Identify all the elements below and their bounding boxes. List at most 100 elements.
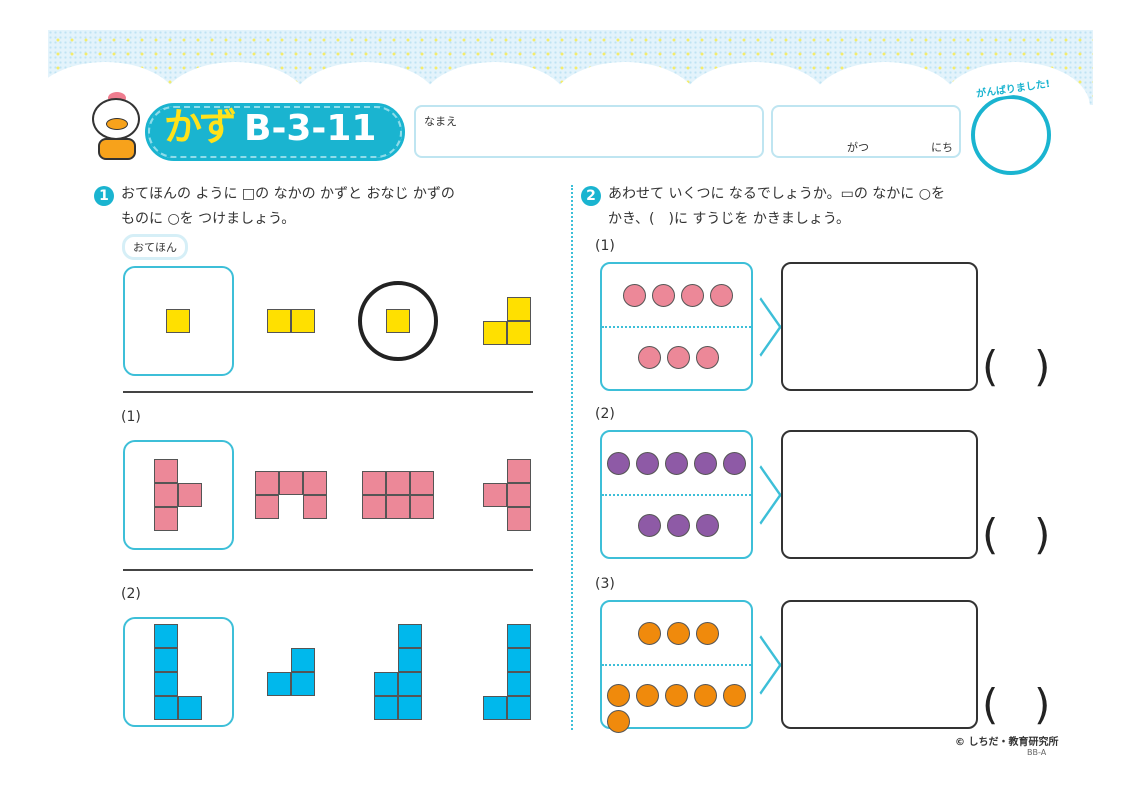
counter-dot — [607, 452, 630, 475]
shape-cell — [267, 672, 291, 696]
shape-cell — [410, 471, 434, 495]
month-label: がつ — [847, 141, 869, 154]
shape-cell — [303, 471, 327, 495]
divider — [123, 391, 533, 393]
shape-cell — [267, 309, 291, 333]
counter-dot — [695, 622, 719, 645]
shape-cell — [374, 696, 398, 720]
shape-cell — [154, 696, 178, 720]
shape-cell — [362, 471, 386, 495]
shape-cell — [279, 471, 303, 495]
name-label: なまえ — [424, 115, 457, 128]
counter-dot — [652, 284, 675, 307]
item-label: (3) — [595, 576, 615, 592]
example-label: おてほん — [122, 234, 188, 260]
paren-close: ) — [1034, 510, 1051, 559]
name-field[interactable]: なまえ — [414, 105, 764, 158]
duck-mascot — [88, 92, 148, 172]
shape-cell — [154, 624, 178, 648]
counter-dot — [694, 684, 717, 707]
shape-cell — [362, 495, 386, 519]
question-2-line1: あわせて いくつに なるでしょうか。▭の なかに ○を — [608, 186, 945, 202]
shape-cell — [154, 648, 178, 672]
shape-cell — [386, 471, 410, 495]
title-subject: かず — [164, 105, 237, 149]
shape-cell — [154, 459, 178, 483]
title-banner — [145, 103, 405, 161]
dot-box-divider — [602, 664, 751, 666]
item-label: (1) — [595, 238, 615, 254]
number-answer-field[interactable] — [1003, 520, 1031, 556]
counter-dot — [666, 622, 690, 645]
shape-cell — [507, 297, 531, 321]
dot-box — [600, 262, 753, 391]
shape-cell — [154, 672, 178, 696]
shape-cell — [374, 672, 398, 696]
shape-cell — [386, 495, 410, 519]
shape-cell — [398, 696, 422, 720]
answer-circle — [358, 281, 438, 361]
counter-dot — [637, 514, 661, 537]
counter-dot — [637, 622, 661, 645]
counter-dot — [723, 684, 746, 707]
shape-cell — [507, 321, 531, 345]
column-divider — [571, 185, 573, 730]
counter-dot — [665, 684, 688, 707]
shape-cell — [178, 483, 202, 507]
day-label: にち — [931, 141, 953, 154]
answer-box[interactable] — [781, 262, 978, 391]
shape-cell — [507, 672, 531, 696]
title-code: B-3-11 — [244, 108, 377, 149]
paren-open: ( — [982, 342, 999, 391]
counter-dot — [723, 452, 746, 475]
question-1-line1: おてほんの ように □の なかの かずと おなじ かずの — [121, 186, 455, 202]
question-2-line2: かき、( )に すうじを かきましょう。 — [608, 211, 851, 227]
shape-cell — [398, 624, 422, 648]
shape-cell — [507, 648, 531, 672]
divider — [123, 569, 533, 571]
shape-cell — [483, 696, 507, 720]
badge-circle — [971, 95, 1051, 175]
number-answer-field[interactable] — [1003, 690, 1031, 726]
shape-cell — [166, 309, 190, 333]
dot-box-divider — [602, 326, 751, 328]
number-answer-field[interactable] — [1003, 352, 1031, 388]
shape-cell — [255, 471, 279, 495]
paren-open: ( — [982, 680, 999, 729]
date-field[interactable]: がつ にち — [771, 105, 961, 158]
shape-cell — [483, 483, 507, 507]
dot-box — [600, 600, 753, 733]
copyright: © しちだ・教育研究所 — [955, 737, 1059, 748]
counter-dot — [623, 284, 646, 307]
dot-box-divider — [602, 494, 751, 496]
answer-box[interactable] — [781, 600, 978, 729]
counter-dot — [695, 514, 719, 537]
shape-cell — [291, 309, 315, 333]
counter-dot — [665, 452, 688, 475]
shape-cell — [255, 495, 279, 519]
dot-box — [600, 430, 753, 559]
shape-cell — [291, 648, 315, 672]
shape-cell — [303, 495, 327, 519]
counter-dot — [710, 284, 733, 307]
counter-dot — [607, 710, 630, 733]
row-label: (2) — [121, 586, 141, 602]
question-1-number: 1 — [94, 186, 114, 206]
counter-dot — [637, 346, 661, 369]
shape-cell — [410, 495, 434, 519]
answer-box[interactable] — [781, 430, 978, 559]
counter-dot — [681, 284, 704, 307]
item-label: (2) — [595, 406, 615, 422]
shape-cell — [507, 459, 531, 483]
shape-cell — [178, 696, 202, 720]
shape-cell — [507, 624, 531, 648]
counter-dot — [666, 514, 690, 537]
shape-cell — [507, 696, 531, 720]
counter-dot — [636, 684, 659, 707]
paren-close: ) — [1034, 342, 1051, 391]
shape-cell — [398, 672, 422, 696]
counter-dot — [666, 346, 690, 369]
question-2-number: 2 — [581, 186, 601, 206]
shape-cell — [507, 507, 531, 531]
paren-open: ( — [982, 510, 999, 559]
